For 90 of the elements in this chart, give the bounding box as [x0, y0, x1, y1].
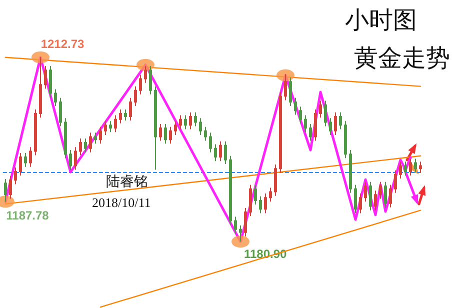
candlestick — [39, 56, 42, 118]
annotation: 1212.73 — [40, 37, 85, 52]
candlestick — [384, 181, 387, 208]
candlestick — [409, 158, 412, 176]
candlestick — [4, 178, 7, 202]
candlestick — [19, 152, 22, 176]
candlestick — [84, 138, 87, 153]
candlestick — [14, 166, 17, 185]
candlestick — [44, 66, 47, 90]
candlestick — [294, 97, 297, 116]
candlestick — [94, 132, 97, 144]
candlestick — [389, 184, 392, 208]
candlestick — [9, 176, 12, 200]
candlestick — [354, 184, 357, 214]
candlestick — [239, 224, 242, 242]
candlestick — [164, 123, 167, 144]
candlestick — [194, 112, 197, 127]
candlestick — [199, 118, 202, 136]
candlestick — [174, 120, 177, 136]
candlestick — [209, 132, 212, 153]
candlestick — [144, 66, 147, 84]
candlestick — [79, 138, 82, 156]
candlestick — [314, 108, 317, 142]
candlestick — [154, 86, 157, 170]
candlestick — [29, 146, 32, 168]
candlestick — [349, 150, 352, 194]
candlestick — [264, 193, 267, 214]
candlestick — [249, 184, 252, 217]
candlestick — [54, 88, 57, 107]
annotation: 2018/10/11 — [92, 195, 151, 210]
candlestick — [179, 114, 182, 130]
candlestick — [364, 181, 367, 202]
candlestick — [149, 66, 152, 95]
candlestick — [64, 118, 67, 159]
candlestick — [299, 106, 302, 124]
candlestick — [159, 123, 162, 142]
candlestick — [379, 181, 382, 200]
candlestick — [134, 86, 137, 107]
candlestick — [324, 100, 327, 127]
annotation: 1187.78 — [6, 208, 50, 223]
candlestick — [119, 108, 122, 124]
candlestick — [334, 112, 337, 136]
candlestick — [374, 190, 377, 211]
candlestick — [139, 74, 142, 95]
candlestick — [404, 161, 407, 176]
candlestick — [104, 120, 107, 136]
candlestick — [34, 108, 37, 156]
candlestick — [319, 100, 322, 118]
candlestick — [129, 97, 132, 122]
candlestick — [184, 114, 187, 130]
candlestick — [254, 184, 257, 206]
candlestick — [304, 114, 307, 133]
candlestick — [89, 132, 92, 153]
candlestick — [259, 196, 262, 214]
candlestick — [344, 120, 347, 159]
candlestick — [109, 120, 112, 133]
candlestick — [189, 112, 192, 130]
candlestick — [69, 150, 72, 170]
candlestick — [114, 114, 117, 133]
candlestick — [329, 118, 332, 136]
candlestick — [219, 140, 222, 162]
candlestick — [359, 193, 362, 214]
candlestick — [369, 181, 372, 211]
candlestick — [419, 161, 422, 174]
candlestick — [59, 97, 62, 127]
candlestick — [204, 126, 207, 142]
candlestick — [169, 126, 172, 144]
candlestick — [399, 161, 402, 179]
candlestick — [284, 74, 287, 101]
candlestick — [214, 144, 217, 162]
candlestick — [24, 152, 27, 168]
candlestick — [244, 208, 247, 237]
candlestick — [394, 170, 397, 194]
candlestick — [414, 158, 417, 174]
candlestick — [74, 146, 77, 170]
annotation: 陆睿铭 — [106, 174, 148, 190]
candlestick — [124, 108, 127, 122]
candlestick — [229, 155, 232, 226]
candlestick — [49, 66, 52, 98]
candlestick — [224, 140, 227, 164]
candlestick — [309, 123, 312, 142]
chart-title: 小时图 — [345, 6, 417, 34]
candlestick — [339, 112, 342, 130]
candlestick — [269, 187, 272, 202]
candlestick — [289, 77, 292, 107]
chart-subtitle: 黄金走势 — [354, 44, 450, 72]
candlestick — [279, 92, 282, 174]
candlestick — [274, 164, 277, 196]
candlestick — [234, 216, 237, 234]
candlestick — [99, 126, 102, 144]
